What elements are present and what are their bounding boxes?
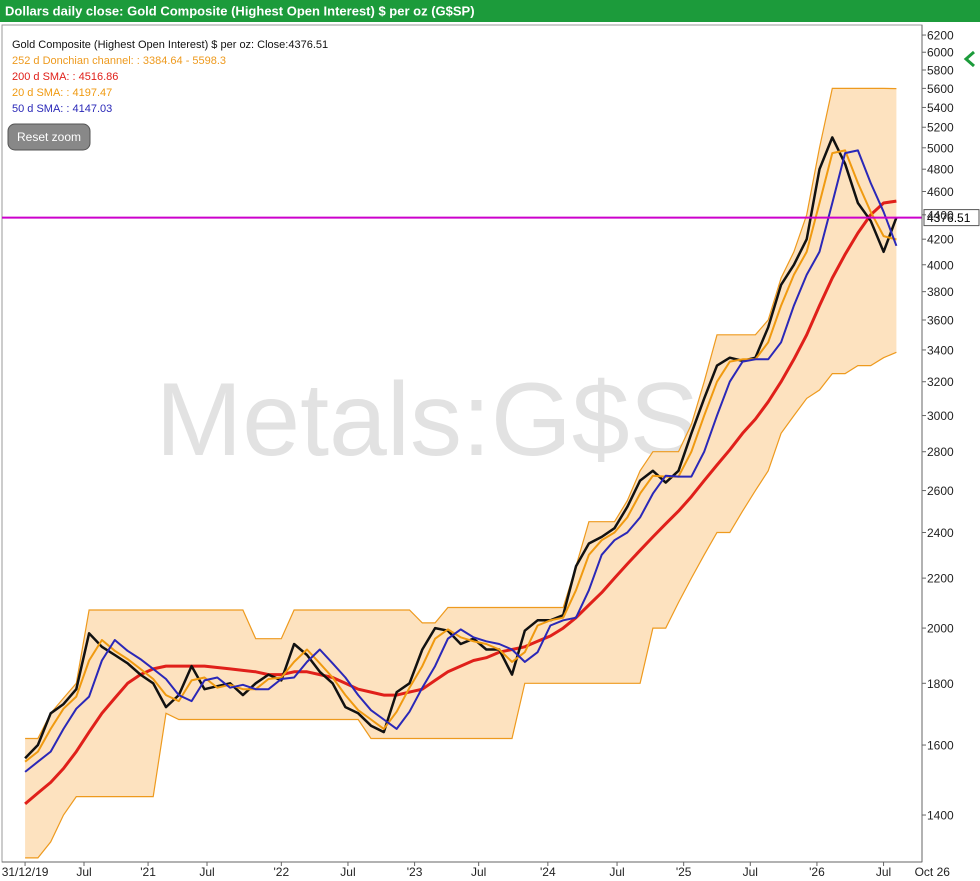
x-tick-label: '22 bbox=[274, 865, 290, 879]
x-tick-label: '21 bbox=[140, 865, 156, 879]
y-tick-label: 4400 bbox=[927, 208, 954, 222]
y-tick-label: 1800 bbox=[927, 677, 954, 691]
x-tick-label: Jul bbox=[743, 865, 758, 879]
y-tick-label: 4200 bbox=[927, 233, 954, 247]
legend-entry: 200 d SMA: : 4516.86 bbox=[12, 71, 118, 83]
y-tick-label: 5200 bbox=[927, 121, 954, 135]
y-tick-label: 2800 bbox=[927, 445, 954, 459]
x-tick-label: '26 bbox=[809, 865, 825, 879]
x-tick-label: Jul bbox=[609, 865, 624, 879]
y-tick-label: 5800 bbox=[927, 64, 954, 78]
series-line bbox=[24, 149, 898, 773]
y-tick-label: 1400 bbox=[927, 809, 954, 823]
y-tick-label: 6000 bbox=[927, 46, 954, 60]
y-tick-label: 3000 bbox=[927, 409, 954, 423]
y-tick-label: 3600 bbox=[927, 313, 954, 327]
legend-entry: 50 d SMA: : 4147.03 bbox=[12, 103, 112, 115]
y-tick-label: 5600 bbox=[927, 82, 954, 96]
last-price-label: 4376.51 bbox=[927, 211, 971, 225]
legend-box bbox=[8, 32, 360, 118]
y-tick-label: 2200 bbox=[927, 572, 954, 586]
y-tick-label: 6200 bbox=[927, 29, 954, 43]
legend-entry: Gold Composite (Highest Open Interest) $… bbox=[12, 39, 328, 51]
channel-upper bbox=[25, 87, 897, 740]
y-tick-label: 2000 bbox=[927, 622, 954, 636]
x-tick-label: Jul bbox=[76, 865, 91, 879]
y-tick-label: 3400 bbox=[927, 343, 954, 357]
y-tick-label: 4000 bbox=[927, 258, 954, 272]
x-tick-label: '24 bbox=[540, 865, 556, 879]
side-toggle-icon[interactable] bbox=[963, 50, 975, 68]
side-toggle-bg[interactable] bbox=[958, 46, 980, 72]
x-tick-label: 31/12/19 bbox=[2, 865, 49, 879]
x-tick-label: Jul bbox=[471, 865, 486, 879]
header-bar bbox=[0, 0, 980, 22]
y-tick-label: 3200 bbox=[927, 375, 954, 389]
reset-zoom-bg[interactable] bbox=[7, 123, 91, 151]
x-tick-label: Jul bbox=[876, 865, 891, 879]
x-tick-label: '25 bbox=[676, 865, 692, 879]
reset-zoom-label[interactable]: Reset zoom bbox=[17, 130, 81, 144]
legend-entry: 20 d SMA: : 4197.47 bbox=[12, 87, 112, 99]
x-tick-label: '23 bbox=[407, 865, 423, 879]
x-tick-label: Oct 26 bbox=[915, 865, 951, 879]
axes-layer: 4376.51 1400 1600 1800 2000 2200 2400 2600 2800 3… bbox=[2, 25, 980, 879]
y-tick-label: 4800 bbox=[927, 163, 954, 177]
y-tick-label: 2600 bbox=[927, 484, 954, 498]
legend-entry: 252 d Donchian channel: : 3384.64 - 5598… bbox=[12, 55, 226, 67]
x-tick-label: Jul bbox=[199, 865, 214, 879]
y-tick-label: 1600 bbox=[927, 739, 954, 753]
plot-layer bbox=[24, 87, 898, 859]
channel-lower bbox=[25, 351, 897, 859]
channel-band bbox=[25, 88, 897, 858]
series-line bbox=[24, 199, 897, 806]
y-tick-label: 4600 bbox=[927, 185, 954, 199]
y-tick-label: 2400 bbox=[927, 526, 954, 540]
x-tick-label: Jul bbox=[340, 865, 355, 879]
side-toggle[interactable] bbox=[958, 46, 980, 72]
legend: Gold Composite (Highest Open Interest) $… bbox=[12, 39, 328, 115]
y-tick-label: 3800 bbox=[927, 285, 954, 299]
reset-zoom-button[interactable]: Reset zoom bbox=[7, 123, 91, 151]
header-title: Dollars daily close: Gold Composite (Hig… bbox=[5, 4, 475, 19]
y-tick-label: 5000 bbox=[927, 141, 954, 155]
y-tick-label: 5400 bbox=[927, 101, 954, 115]
last-price-tag bbox=[923, 209, 980, 227]
